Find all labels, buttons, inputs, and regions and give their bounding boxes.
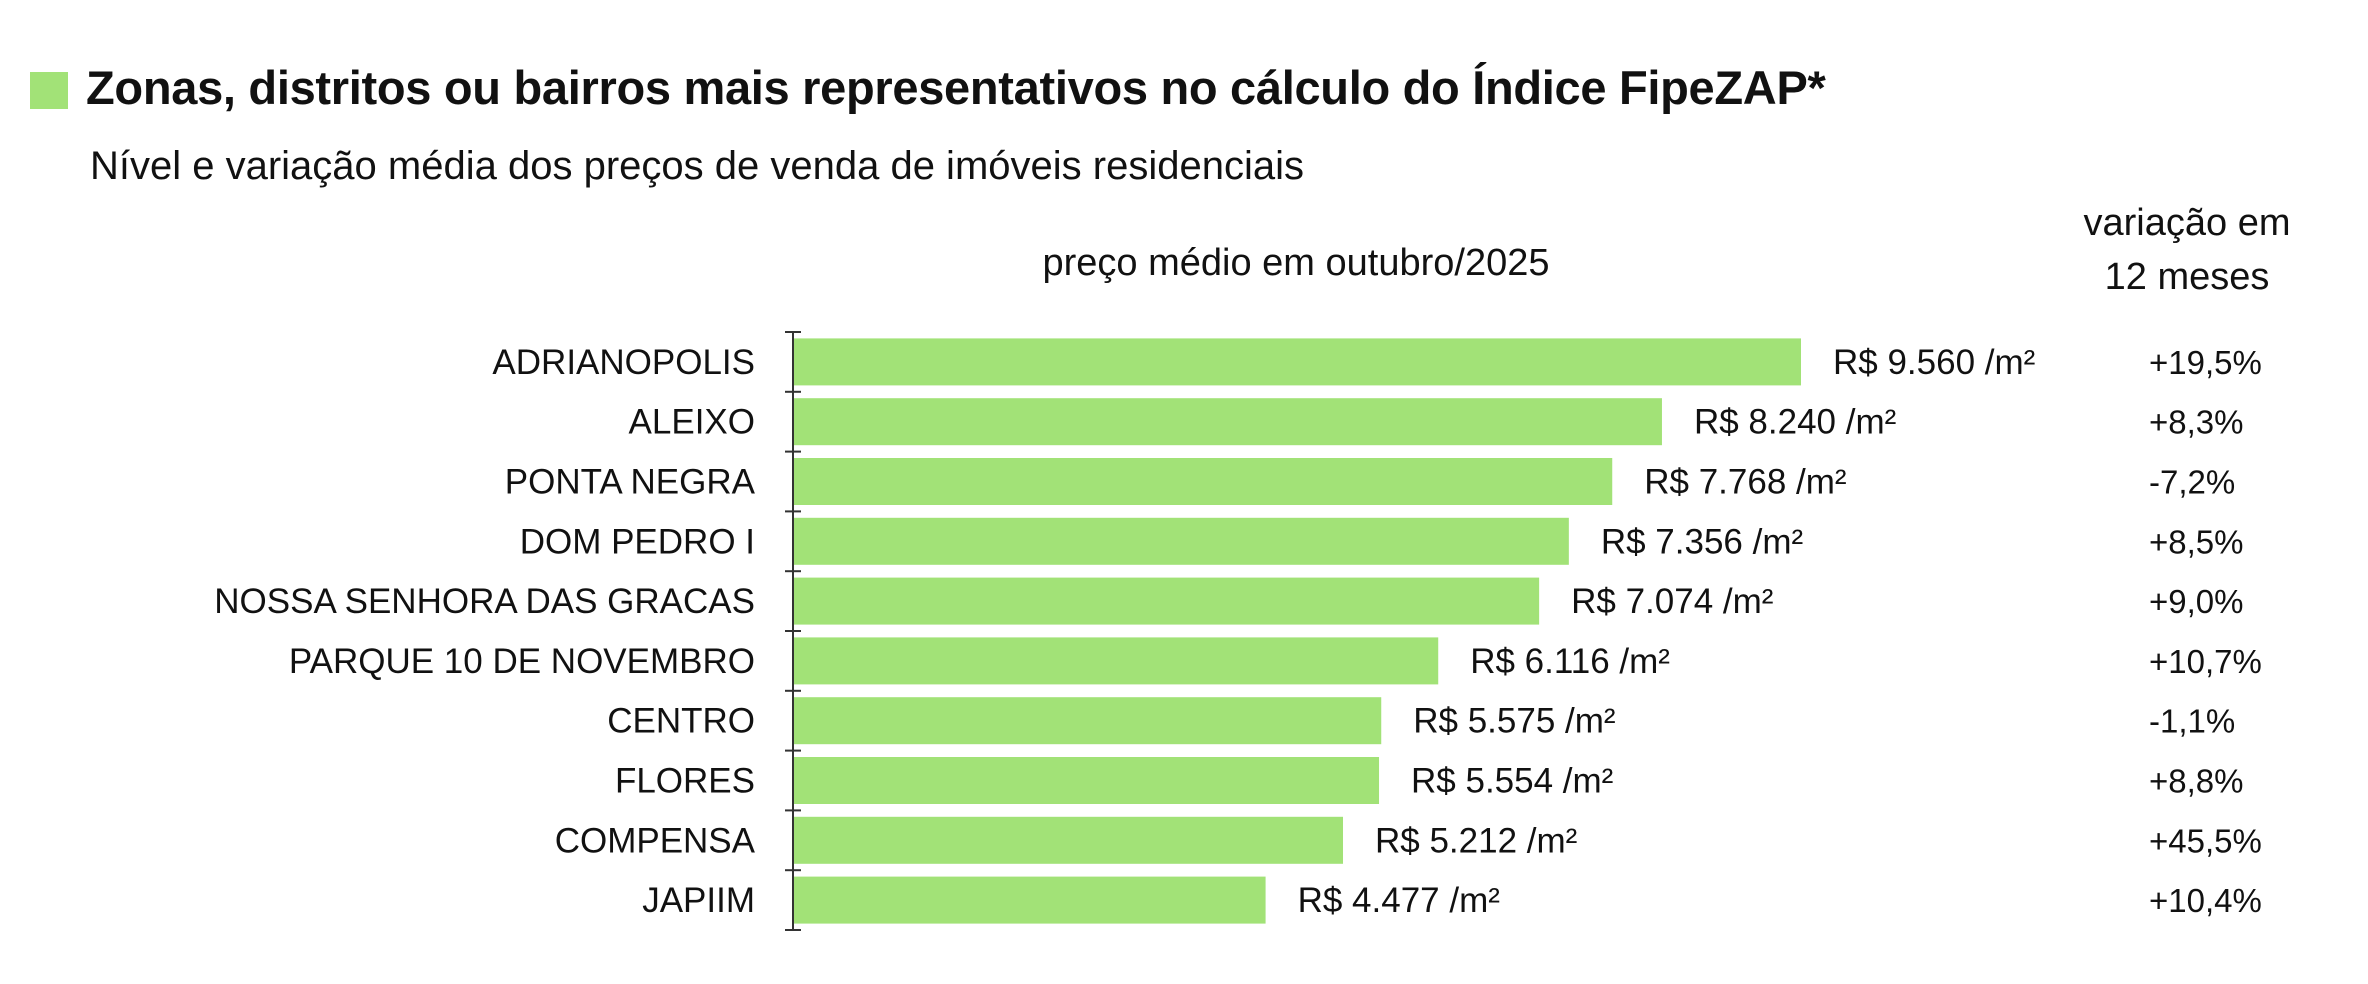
change-label: +10,7% (2149, 643, 2262, 680)
category-label: PONTA NEGRA (505, 463, 756, 502)
value-label: R$ 4.477 /m² (1298, 881, 1500, 920)
category-label: JAPIIM (642, 881, 755, 920)
change-label: +8,3% (2149, 404, 2244, 441)
change-label: +45,5% (2149, 822, 2262, 859)
change-label: -7,2% (2149, 464, 2235, 501)
value-label: R$ 7.768 /m² (1644, 463, 1846, 502)
change-label: +8,8% (2149, 763, 2244, 800)
value-label: R$ 7.356 /m² (1601, 522, 1803, 561)
bar (794, 517, 1569, 565)
change-header-line-1: variação em (2083, 202, 2291, 244)
change-header-line-2: 12 meses (2104, 256, 2270, 298)
change-label: -1,1% (2149, 703, 2235, 740)
change-label: +8,5% (2149, 523, 2244, 560)
chart-subtitle: Nível e variação média dos preços de ven… (90, 144, 1304, 188)
category-label: PARQUE 10 DE NOVEMBRO (289, 642, 755, 681)
bar (794, 398, 1662, 446)
value-label: R$ 6.116 /m² (1470, 642, 1670, 681)
value-label: R$ 9.560 /m² (1833, 343, 2035, 382)
category-label: CENTRO (607, 702, 755, 741)
category-label: ADRIANOPOLIS (492, 343, 755, 382)
bar (794, 338, 1801, 386)
change-label: +9,0% (2149, 583, 2244, 620)
category-label: ALEIXO (629, 403, 755, 442)
change-column-header: variação em 12 meses (2084, 196, 2291, 304)
bar (794, 697, 1382, 745)
value-column-header: preço médio em outubro/2025 (1042, 242, 1550, 284)
value-label: R$ 5.554 /m² (1411, 762, 1613, 801)
value-label: R$ 5.212 /m² (1375, 821, 1577, 860)
bar (794, 577, 1540, 625)
bar (794, 637, 1439, 685)
value-label: R$ 5.575 /m² (1413, 702, 1615, 741)
bar (794, 458, 1613, 505)
change-label: +19,5% (2149, 344, 2262, 381)
chart-title: Zonas, distritos ou bairros mais represe… (86, 61, 1826, 114)
value-label: R$ 8.240 /m² (1694, 403, 1896, 442)
category-label: NOSSA SENHORA DAS GRACAS (214, 582, 755, 621)
category-label: FLORES (615, 762, 755, 801)
change-label: +10,4% (2149, 882, 2262, 919)
value-label: R$ 7.074 /m² (1571, 582, 1773, 621)
title-marker (30, 72, 68, 109)
category-label: COMPENSA (555, 821, 756, 860)
bar (794, 816, 1344, 864)
category-label: DOM PEDRO I (520, 522, 755, 561)
bar (794, 876, 1266, 924)
bar (794, 757, 1380, 804)
